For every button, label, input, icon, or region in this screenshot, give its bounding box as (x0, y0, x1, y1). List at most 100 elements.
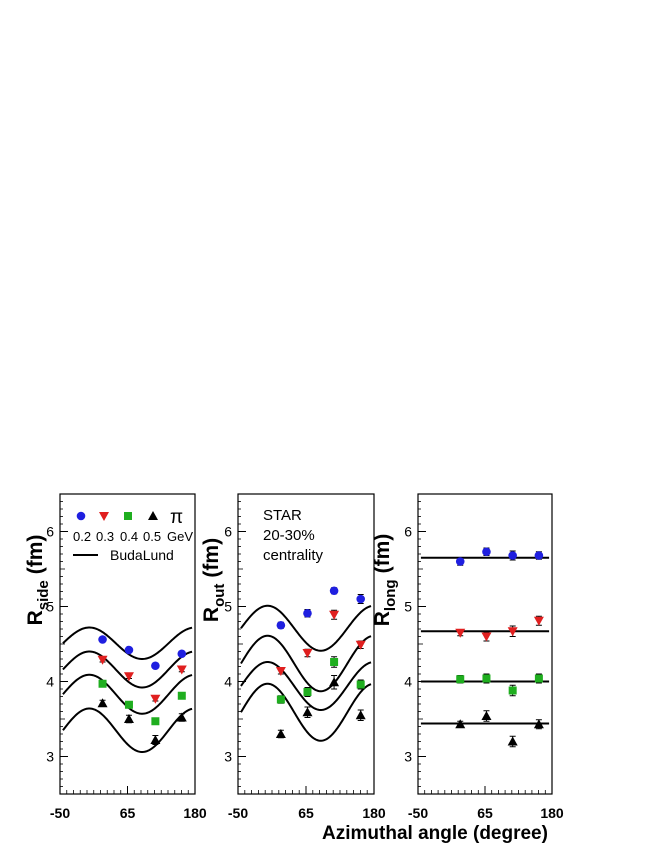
y-tick-label: 3 (224, 749, 232, 765)
data-point-circle (276, 620, 286, 630)
y-tick-label: 6 (224, 524, 232, 540)
data-point-triangle-down (302, 649, 313, 658)
data-point-circle (356, 594, 365, 604)
legend-particle-symbol: π (170, 507, 183, 528)
y-axis-title-sub: out (211, 584, 228, 607)
data-point-triangle-up (329, 677, 340, 687)
y-axis-title-unit: (fm) (24, 535, 47, 575)
data-point-circle (151, 661, 160, 671)
data-point-square (276, 695, 285, 704)
data-point-square (456, 675, 465, 684)
x-axis-title: Azimuthal angle (degree) (322, 823, 548, 844)
data-point-triangle-up (176, 712, 187, 722)
data-point-triangle-down (455, 628, 466, 638)
model-curve-2 (62, 650, 193, 689)
y-tick-label: 4 (224, 674, 232, 690)
data-point-square (534, 674, 543, 683)
data-point-triangle-up (123, 714, 134, 723)
x-tick-label: 65 (477, 805, 493, 821)
legend-marker-circle (76, 511, 86, 521)
data-point-circle (124, 645, 134, 655)
y-tick-label: 3 (404, 749, 412, 765)
data-point-square (482, 674, 491, 683)
legend-model-label: BudaLund (110, 547, 174, 563)
y-axis-title-unit: (fm) (200, 538, 223, 578)
data-point-triangle-up (481, 711, 492, 720)
data-point-square (98, 679, 107, 688)
y-tick-label: 3 (46, 749, 54, 765)
y-axis-title-main: R (24, 610, 47, 625)
data-point-triangle-down (176, 665, 187, 675)
panel-rout: 3 4 5 6 -50 65 180 Rout (fm) STAR 20-30% centra… (200, 493, 386, 821)
data-point-triangle-down (123, 672, 134, 682)
model-curve-4 (240, 682, 372, 742)
y-tick-label: 5 (224, 599, 232, 615)
data-point-triangle-down (507, 627, 518, 637)
legend-marker-triangle-down (99, 512, 109, 521)
y-tick-label: 6 (46, 524, 54, 540)
y-axis-title-main: R (371, 611, 394, 626)
model-curve-4 (62, 707, 193, 753)
y-axis-title-sub: long (382, 579, 399, 611)
data-point-triangle-down (275, 667, 286, 676)
data-point-circle (534, 551, 544, 560)
data-point-circle (329, 586, 339, 596)
legend-unit: GeV (167, 529, 193, 544)
data-point-triangle-up (275, 729, 286, 738)
x-tick-label: 180 (183, 805, 207, 821)
data-point-triangle-up (533, 719, 544, 729)
data-point-triangle-up (302, 707, 313, 717)
panel-rlong: 3 4 5 6 -50 65 180 Rlong (fm) (371, 493, 564, 821)
y-tick-label: 4 (46, 674, 54, 690)
legend-marker-triangle-up (148, 511, 158, 520)
y-axis-title: Rlong (fm) (371, 534, 399, 626)
data-point-circle (455, 557, 465, 566)
x-tick-label: 65 (120, 805, 136, 821)
annotation: STAR 20-30% centrality (263, 507, 324, 564)
data-point-triangle-down (355, 640, 366, 650)
data-point-circle (303, 608, 312, 618)
x-tick-label: -50 (228, 805, 248, 821)
model-curve-1 (62, 626, 193, 661)
y-axis-title-main: R (200, 607, 223, 622)
x-tick-label: 180 (540, 805, 564, 821)
data-point-circle (508, 551, 517, 560)
x-tick-label: -50 (408, 805, 428, 821)
data-point-triangle-down (97, 655, 108, 665)
annotation-line-2: 20-30% (263, 527, 315, 544)
panel-rside: 3 4 5 6 -50 65 180 Rside (fm) π 0.2 0.3 0.4 0.5… (24, 493, 207, 821)
data-point-square (124, 700, 133, 709)
legend: π 0.2 0.3 0.4 0.5 GeV BudaLund (73, 507, 193, 563)
y-tick-label: 5 (46, 599, 54, 615)
panel-frame (417, 493, 553, 795)
data-point-square (303, 688, 312, 696)
y-tick-label: 6 (404, 524, 412, 540)
data-point-triangle-up (97, 698, 108, 708)
data-point-circle (98, 635, 107, 644)
data-point-square (151, 717, 160, 726)
model-curve-3 (240, 661, 372, 711)
data-point-square (508, 686, 517, 695)
x-tick-label: 65 (298, 805, 314, 821)
y-tick-label: 5 (404, 599, 412, 615)
y-axis-title-sub: side (35, 580, 52, 610)
model-curve-2 (240, 634, 372, 693)
legend-pt-0: 0.2 (73, 529, 91, 544)
data-point-square (330, 658, 339, 666)
data-point-circle (482, 547, 491, 557)
data-point-triangle-down (533, 616, 544, 626)
data-point-square (356, 680, 365, 689)
legend-pt-3: 0.5 (143, 529, 161, 544)
data-point-triangle-down (481, 632, 492, 642)
data-point-circle (177, 649, 187, 659)
y-tick-label: 4 (404, 674, 412, 690)
x-tick-label: 180 (362, 805, 386, 821)
model-curve-1 (240, 604, 372, 652)
data-point-triangle-up (455, 719, 466, 729)
annotation-line-1: STAR (263, 507, 302, 524)
data-point-square (177, 691, 186, 700)
data-point-triangle-up (355, 710, 366, 720)
data-point-triangle-up (507, 736, 518, 746)
data-point-triangle-down (150, 694, 161, 704)
